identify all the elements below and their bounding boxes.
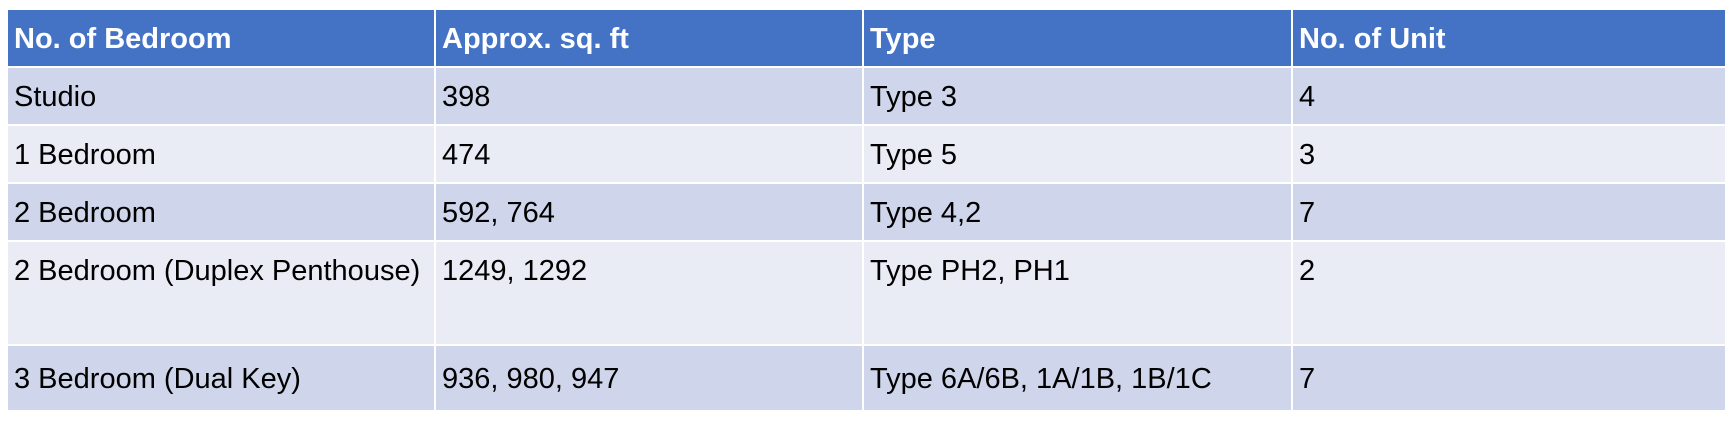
header-no-of-bedroom: No. of Bedroom [6, 8, 436, 68]
cell-sq-ft: 474 [434, 124, 864, 184]
header-no-of-unit: No. of Unit [1291, 8, 1727, 68]
cell-units: 4 [1291, 66, 1727, 126]
cell-units: 2 [1291, 240, 1727, 346]
cell-bedroom: Studio [6, 66, 436, 126]
cell-bedroom: 2 Bedroom [6, 182, 436, 242]
unit-mix-table-container: No. of Bedroom Approx. sq. ft Type No. o… [6, 8, 1727, 412]
cell-units: 7 [1291, 344, 1727, 412]
cell-bedroom: 1 Bedroom [6, 124, 436, 184]
table-row: 3 Bedroom (Dual Key) 936, 980, 947 Type … [6, 344, 1727, 412]
table-row: 2 Bedroom 592, 764 Type 4,2 7 [6, 182, 1727, 242]
cell-units: 7 [1291, 182, 1727, 242]
header-approx-sq-ft: Approx. sq. ft [434, 8, 864, 68]
table-row: Studio 398 Type 3 4 [6, 66, 1727, 126]
cell-type: Type 5 [862, 124, 1293, 184]
cell-units: 3 [1291, 124, 1727, 184]
header-type: Type [862, 8, 1293, 68]
cell-sq-ft: 398 [434, 66, 864, 126]
cell-bedroom: 2 Bedroom (Duplex Penthouse) [6, 240, 436, 346]
unit-mix-table: No. of Bedroom Approx. sq. ft Type No. o… [6, 8, 1727, 412]
cell-type: Type 3 [862, 66, 1293, 126]
cell-type: Type 4,2 [862, 182, 1293, 242]
cell-sq-ft: 592, 764 [434, 182, 864, 242]
table-row: 1 Bedroom 474 Type 5 3 [6, 124, 1727, 184]
cell-type: Type 6A/6B, 1A/1B, 1B/1C [862, 344, 1293, 412]
cell-sq-ft: 1249, 1292 [434, 240, 864, 346]
cell-type: Type PH2, PH1 [862, 240, 1293, 346]
cell-bedroom: 3 Bedroom (Dual Key) [6, 344, 436, 412]
cell-sq-ft: 936, 980, 947 [434, 344, 864, 412]
table-row: 2 Bedroom (Duplex Penthouse) 1249, 1292 … [6, 240, 1727, 346]
table-header-row: No. of Bedroom Approx. sq. ft Type No. o… [6, 8, 1727, 68]
